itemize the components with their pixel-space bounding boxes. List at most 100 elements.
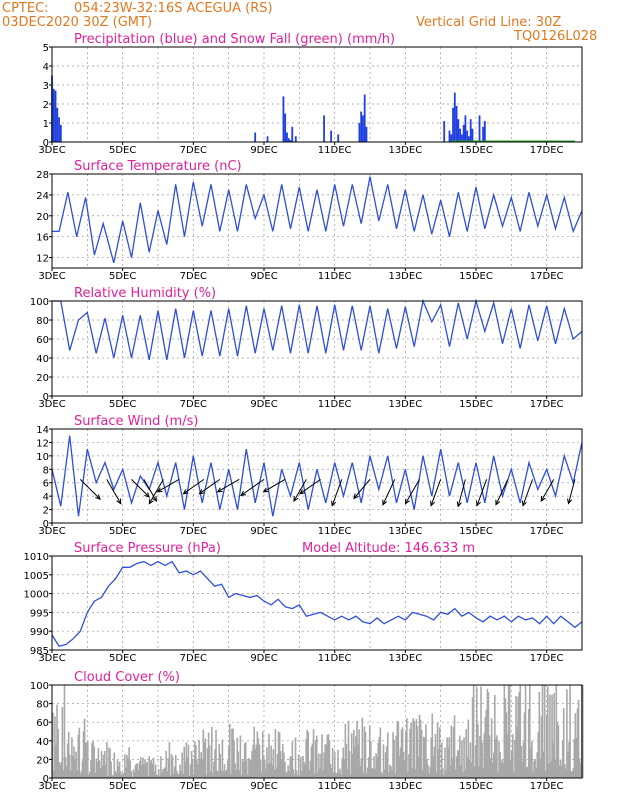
cloud-bar <box>266 747 268 778</box>
precip-bar <box>482 126 484 142</box>
cloud-bar <box>497 771 499 778</box>
x-tick-label: 17DEC <box>530 781 564 792</box>
cloud-bar <box>421 770 424 778</box>
cloud-bar <box>57 728 59 778</box>
cloud-bar <box>373 756 375 778</box>
cloud-bar <box>403 760 406 778</box>
cloud-bar <box>202 729 205 778</box>
cloud-bar <box>336 773 338 778</box>
x-tick-label: 13DEC <box>388 271 422 282</box>
wind-vector-head <box>476 500 481 507</box>
cloud-bar <box>486 688 489 778</box>
x-tick-label: 5DEC <box>109 781 136 792</box>
cloud-bar <box>337 749 339 778</box>
cloud-bar <box>395 735 398 778</box>
x-tick-label: 15DEC <box>459 271 493 282</box>
y-tick-label: 0 <box>43 138 49 149</box>
y-tick-label: 20 <box>36 373 49 384</box>
cloud-bar <box>496 735 498 778</box>
y-tick-label: 8 <box>43 465 49 476</box>
panel-frame <box>51 428 583 524</box>
cloud-bar <box>378 737 381 778</box>
cloud-bar <box>236 737 239 778</box>
y-tick-label: 995 <box>30 608 49 619</box>
cloud-bar <box>88 774 90 778</box>
cloud-bar <box>476 687 478 778</box>
cloud-bar <box>174 754 177 778</box>
cloud-bar <box>522 741 525 778</box>
y-tick-label: 100 <box>30 681 49 692</box>
cloud-bar <box>200 751 202 778</box>
panel-title: Surface Pressure (hPa) <box>74 541 221 556</box>
cloud-bar <box>409 729 411 778</box>
x-tick-label: 11DEC <box>318 271 352 282</box>
cloud-bar <box>284 761 286 778</box>
cloud-bar <box>285 772 287 778</box>
cloud-bar <box>292 769 295 778</box>
cloud-bar <box>555 685 558 778</box>
cloud-bar <box>375 753 377 778</box>
cloud-bar <box>311 743 314 778</box>
cloud-bar <box>485 709 488 778</box>
y-tick-label: 24 <box>36 191 49 202</box>
cloud-bar <box>347 720 350 778</box>
cloud-bar <box>464 769 466 778</box>
cloud-bar <box>267 764 269 778</box>
cloud-bar <box>94 772 96 778</box>
cloud-bar <box>286 771 288 778</box>
cloud-bar <box>500 762 502 778</box>
cloud-bar <box>558 765 561 778</box>
cloud-bar <box>365 774 368 778</box>
cloud-bar <box>97 748 100 778</box>
precip-bar <box>363 94 366 142</box>
cloud-bar <box>190 751 193 778</box>
cloud-bar <box>568 741 570 778</box>
cloud-bar <box>119 771 122 778</box>
cloud-bar <box>208 745 211 778</box>
cloud-bar <box>436 722 439 778</box>
cloud-bar <box>165 750 168 778</box>
x-tick-label: 9DEC <box>250 145 277 156</box>
cloud-bar <box>75 751 77 778</box>
x-tick-label: 11DEC <box>318 399 352 410</box>
cloud-bar <box>468 759 471 778</box>
cloud-bar <box>370 740 372 778</box>
cloud-bar <box>429 766 431 778</box>
cloud-bar <box>70 770 72 778</box>
panel-title: Surface Wind (m/s) <box>74 414 198 429</box>
precip-bar <box>286 132 288 142</box>
cloud-bar <box>361 717 364 778</box>
x-tick-label: 15DEC <box>459 781 493 792</box>
cloud-bar <box>172 774 175 778</box>
panel-wind: 0 2 4 6 8 10 12 14 Surface Wind (m/s) 3DEC 5DEC 7DE… <box>36 414 583 537</box>
cloud-bar <box>278 732 281 778</box>
cloud-bar <box>156 774 159 778</box>
cloud-bar <box>335 772 337 778</box>
cloud-bar <box>416 725 419 778</box>
cloud-bar <box>180 771 182 778</box>
panel-pressure: 985 990 995 1000 1005 1010 Surface Pressure (h… <box>24 541 583 664</box>
cloud-bar <box>101 765 104 778</box>
x-tick-label: 13DEC <box>388 781 422 792</box>
cloud-bar <box>372 768 374 778</box>
precip-bar <box>365 126 368 142</box>
cloud-bar <box>359 765 361 778</box>
cloud-bar <box>427 764 429 778</box>
cloud-bar <box>329 763 332 778</box>
header-code: TQ0126L028 <box>513 29 597 44</box>
x-tick-label: 7DEC <box>180 271 207 282</box>
cloud-bar <box>194 741 196 778</box>
cloud-bar <box>132 769 135 778</box>
cloud-bar <box>128 747 130 778</box>
cloud-bar <box>578 758 581 778</box>
cloud-bar <box>318 753 320 778</box>
cloud-bar <box>167 758 170 778</box>
cloud-bar <box>454 769 457 778</box>
x-tick-label: 7DEC <box>180 145 207 156</box>
x-tick-label: 17DEC <box>530 145 564 156</box>
cloud-bar <box>382 744 385 778</box>
cloud-bar <box>120 775 123 778</box>
cloud-bar <box>321 734 323 778</box>
precip-bar <box>468 136 470 142</box>
cloud-bar <box>218 743 221 778</box>
